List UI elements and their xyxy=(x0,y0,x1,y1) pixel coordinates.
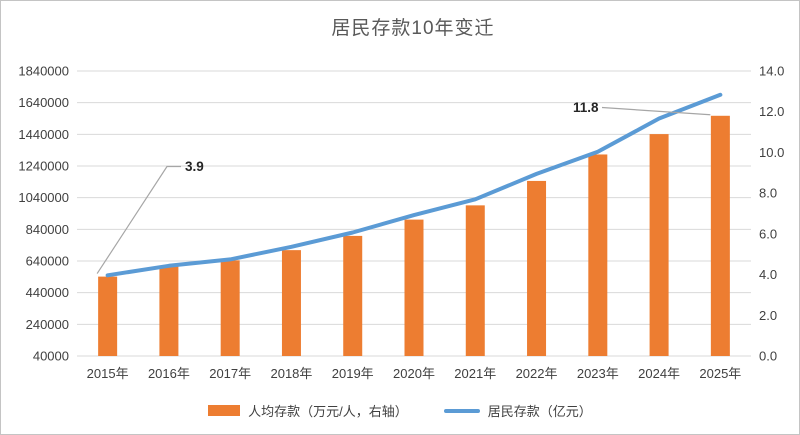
bar-2017年 xyxy=(220,260,240,356)
bar-2022年 xyxy=(527,180,547,356)
annotation-label-2025: 11.8 xyxy=(573,100,599,115)
x-axis-tick-label: 2023年 xyxy=(577,366,619,381)
x-axis-tick-label: 2017年 xyxy=(209,366,251,381)
legend-line-label: 居民存款（亿元） xyxy=(487,404,592,419)
x-axis-tick-label: 2024年 xyxy=(638,366,680,381)
right-axis-tick-label: 8.0 xyxy=(759,186,777,201)
x-axis-tick-label: 2025年 xyxy=(699,366,741,381)
left-axis-tick-label: 240000 xyxy=(26,317,69,332)
right-axis-tick-label: 6.0 xyxy=(759,226,777,241)
left-axis-tick-label: 1440000 xyxy=(18,127,69,142)
left-axis-tick-label: 40000 xyxy=(33,349,69,364)
left-axis-tick-label: 1640000 xyxy=(18,95,69,110)
chart-title: 居民存款10年变迁 xyxy=(331,18,495,39)
bar-2016年 xyxy=(159,266,179,356)
right-axis-tick-label: 10.0 xyxy=(759,145,784,160)
right-axis-tick-label: 12.0 xyxy=(759,104,784,119)
bar-2015年 xyxy=(98,276,118,356)
annotation-leader-line xyxy=(96,165,181,274)
legend-bar-swatch-icon xyxy=(208,405,241,416)
bar-2021年 xyxy=(465,205,485,356)
x-axis-tick-label: 2022年 xyxy=(516,366,558,381)
bar-2020年 xyxy=(404,219,424,356)
left-axis-tick-label: 1240000 xyxy=(18,159,69,174)
bar-2019年 xyxy=(343,235,363,356)
annotation-leader-line xyxy=(601,106,711,116)
legend-item-line-series: 居民存款（亿元） xyxy=(443,401,592,420)
right-axis-tick-label: 14.0 xyxy=(759,64,784,79)
bar-2023年 xyxy=(588,154,608,356)
bar-2024年 xyxy=(649,134,669,356)
x-axis-tick-label: 2016年 xyxy=(148,366,190,381)
bar-2025年 xyxy=(710,115,730,357)
left-axis-tick-label: 440000 xyxy=(26,285,69,300)
bar-2018年 xyxy=(281,250,301,356)
x-axis-tick-label: 2018年 xyxy=(270,366,312,381)
x-axis-tick-label: 2021年 xyxy=(454,366,496,381)
left-axis-tick-label: 1040000 xyxy=(18,190,69,205)
left-axis-tick-label: 840000 xyxy=(26,222,69,237)
x-axis-tick-label: 2019年 xyxy=(332,366,374,381)
annotation-label-2015: 3.9 xyxy=(185,159,204,174)
x-axis-tick-label: 2015年 xyxy=(87,366,129,381)
legend-bar-label: 人均存款（万元/人，右轴） xyxy=(248,404,408,419)
legend-item-bar-series: 人均存款（万元/人，右轴） xyxy=(208,401,408,420)
right-axis-tick-label: 2.0 xyxy=(759,308,777,323)
chart-legend: 人均存款（万元/人，右轴） 居民存款（亿元） xyxy=(1,401,799,420)
right-axis-tick-label: 0.0 xyxy=(759,349,777,364)
left-axis-tick-label: 1840000 xyxy=(18,64,69,79)
right-axis-tick-label: 4.0 xyxy=(759,267,777,282)
x-axis-tick-label: 2020年 xyxy=(393,366,435,381)
legend-line-swatch-icon xyxy=(443,408,480,413)
deposit-line xyxy=(105,92,723,278)
left-axis-tick-label: 640000 xyxy=(26,254,69,269)
